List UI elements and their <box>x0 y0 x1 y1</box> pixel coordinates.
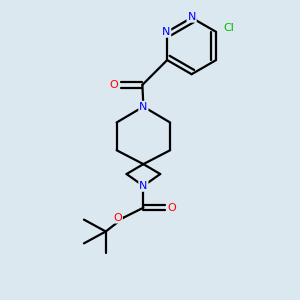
Text: N: N <box>162 27 170 37</box>
Text: Cl: Cl <box>224 23 234 33</box>
Text: O: O <box>168 203 176 213</box>
Text: N: N <box>139 181 148 191</box>
Text: N: N <box>188 12 196 22</box>
Text: O: O <box>109 80 118 90</box>
Text: O: O <box>113 213 122 223</box>
Text: N: N <box>139 102 148 112</box>
